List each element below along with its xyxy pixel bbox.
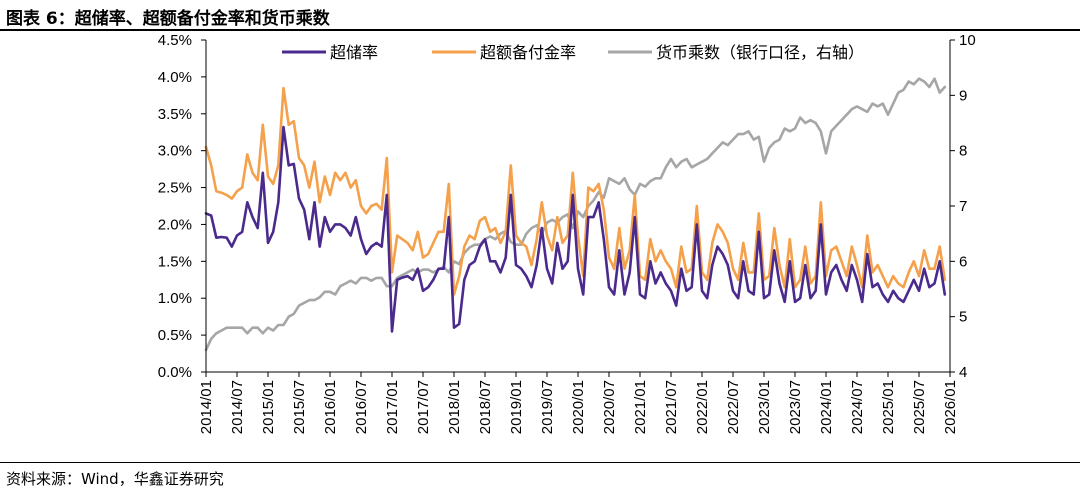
x-tick-label: 2022/01 bbox=[694, 380, 711, 434]
x-tick-label: 2021/01 bbox=[632, 380, 649, 434]
left-tick-label: 4.5% bbox=[158, 32, 192, 49]
x-tick-label: 2014/01 bbox=[198, 380, 215, 434]
x-tick-label: 2014/07 bbox=[229, 380, 246, 434]
left-tick-label: 0.0% bbox=[158, 364, 192, 381]
x-tick-label: 2019/01 bbox=[508, 380, 525, 434]
x-tick-label: 2022/07 bbox=[725, 380, 742, 434]
left-tick-label: 1.0% bbox=[158, 290, 192, 307]
left-tick-label: 2.5% bbox=[158, 180, 192, 197]
x-tick-label: 2026/01 bbox=[942, 380, 959, 434]
x-tick-label: 2016/01 bbox=[322, 380, 339, 434]
x-tick-label: 2021/07 bbox=[663, 380, 680, 434]
x-tick-label: 2018/01 bbox=[446, 380, 463, 434]
series-line-1 bbox=[204, 86, 947, 296]
x-tick-label: 2017/07 bbox=[415, 380, 432, 434]
source-divider bbox=[0, 462, 1080, 463]
x-tick-label: 2024/01 bbox=[818, 380, 835, 434]
x-tick-label: 2015/01 bbox=[260, 380, 277, 434]
right-tick-label: 6 bbox=[959, 253, 967, 270]
x-tick-label: 2015/07 bbox=[291, 380, 308, 434]
chart-title: 图表 6：超储率、超额备付金率和货币乘数 bbox=[6, 9, 330, 29]
x-tick-label: 2024/07 bbox=[849, 380, 866, 434]
right-tick-label: 10 bbox=[959, 32, 976, 49]
x-tick-label: 2020/01 bbox=[570, 380, 587, 434]
x-tick-label: 2023/07 bbox=[787, 380, 804, 434]
x-tick-label: 2025/07 bbox=[911, 380, 928, 434]
right-tick-label: 9 bbox=[959, 87, 967, 104]
left-tick-label: 2.0% bbox=[158, 216, 192, 233]
title-divider bbox=[0, 29, 1080, 31]
chart-canvas: 0.0% 0.5% 1.0% 1.5% 2.0% 2.5% 3.0% 3.5% 4.0% 4.5%… bbox=[158, 32, 976, 434]
right-tick-label: 8 bbox=[959, 143, 967, 160]
left-tick-label: 1.5% bbox=[158, 253, 192, 270]
x-tick-label: 2023/01 bbox=[756, 380, 773, 434]
legend-label-1: 超额备付金率 bbox=[480, 43, 576, 62]
x-tick-label: 2017/01 bbox=[384, 380, 401, 434]
x-tick-label: 2025/01 bbox=[880, 380, 897, 434]
left-tick-label: 0.5% bbox=[158, 327, 192, 344]
right-tick-label: 5 bbox=[959, 309, 967, 326]
left-tick-label: 3.0% bbox=[158, 143, 192, 160]
x-tick-label: 2018/07 bbox=[477, 380, 494, 434]
right-tick-label: 7 bbox=[959, 198, 967, 215]
chart-legend: 超储率 超额备付金率 货币乘数（银行口径，右轴） bbox=[282, 43, 864, 62]
legend-label-2: 货币乘数（银行口径，右轴） bbox=[656, 43, 864, 62]
x-tick-label: 2020/07 bbox=[601, 380, 618, 434]
source-note: 资料来源：Wind，华鑫证券研究 bbox=[6, 470, 224, 488]
series-line-0 bbox=[204, 125, 947, 333]
legend-label-0: 超储率 bbox=[330, 43, 378, 62]
x-tick-label: 2016/07 bbox=[353, 380, 370, 434]
right-tick-label: 4 bbox=[959, 364, 967, 381]
plot-lines bbox=[204, 77, 947, 352]
chart-axes: 0.0% 0.5% 1.0% 1.5% 2.0% 2.5% 3.0% 3.5% 4.0% 4.5%… bbox=[158, 32, 976, 434]
left-tick-label: 4.0% bbox=[158, 69, 192, 86]
x-tick-label: 2019/07 bbox=[539, 380, 556, 434]
left-tick-label: 3.5% bbox=[158, 106, 192, 123]
